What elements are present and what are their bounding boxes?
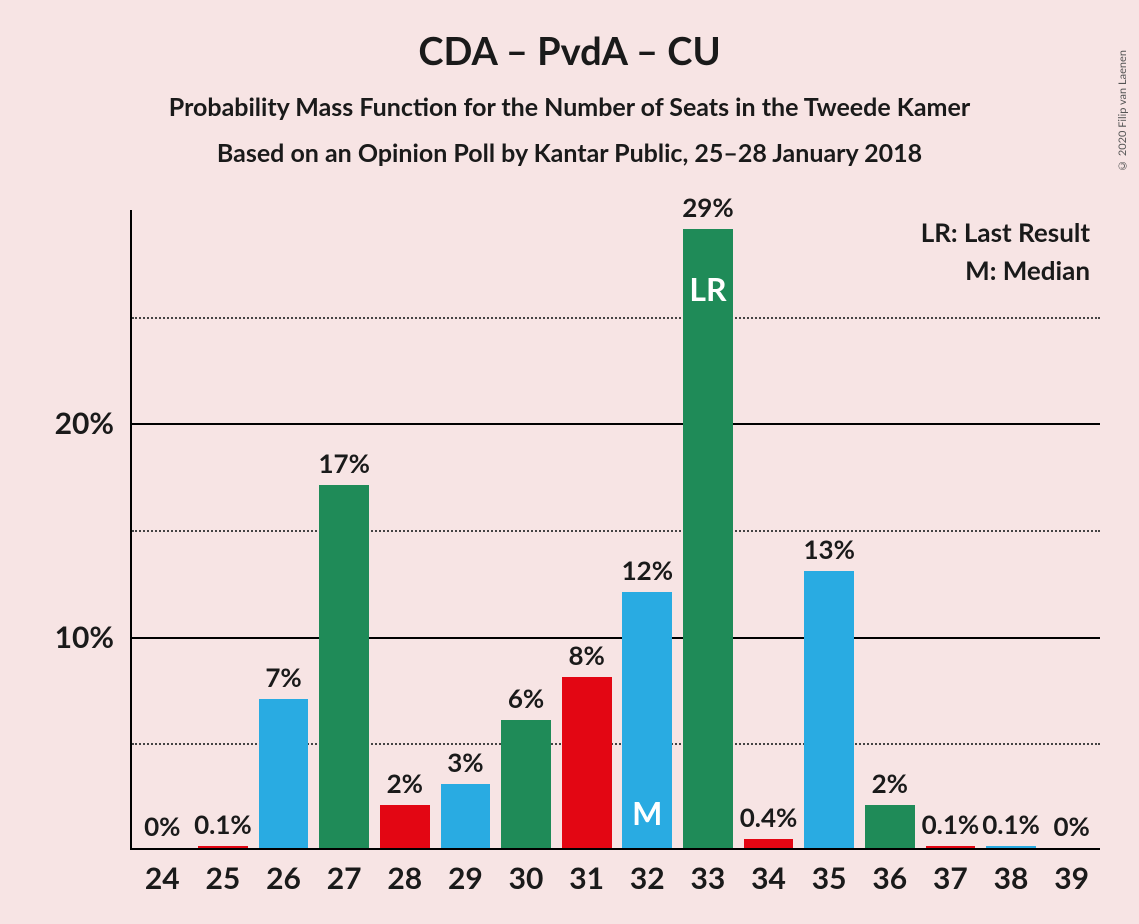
bar-chart: 10%20%0%240.1%257%2617%272%283%296%308%3… xyxy=(130,210,1100,850)
bar-value-label: 8% xyxy=(568,639,604,671)
x-tick-label: 26 xyxy=(266,860,301,896)
gridline-major xyxy=(132,423,1100,425)
bar-value-label: 0.4% xyxy=(740,801,798,833)
bar-value-label: 2% xyxy=(387,767,423,799)
chart-title: CDA – PvdA – CU xyxy=(0,0,1139,74)
bar-value-label: 17% xyxy=(318,447,369,479)
x-tick-label: 38 xyxy=(994,860,1029,896)
bar: 6% xyxy=(501,720,551,848)
gridline-minor xyxy=(132,317,1100,319)
bar: 29%LR xyxy=(683,229,733,848)
x-tick-label: 28 xyxy=(387,860,422,896)
copyright-text: © 2020 Filip van Laenen xyxy=(1116,50,1129,172)
bar: 12%M xyxy=(622,592,672,848)
bar: 0.1% xyxy=(986,846,1036,848)
bar-value-label: 0.1% xyxy=(922,808,980,840)
bar-value-label: 0.1% xyxy=(194,808,252,840)
bar-flag: M xyxy=(632,793,662,832)
bar: 8% xyxy=(562,677,612,848)
bar: 0.4% xyxy=(744,839,794,848)
x-tick-label: 25 xyxy=(206,860,241,896)
x-tick-label: 34 xyxy=(751,860,786,896)
bar-value-label: 6% xyxy=(508,682,544,714)
x-tick-label: 37 xyxy=(933,860,968,896)
chart-subtitle-2: Based on an Opinion Poll by Kantar Publi… xyxy=(0,138,1139,168)
bar: 7% xyxy=(259,699,309,848)
legend: LR: Last Result M: Median xyxy=(921,216,1090,292)
bar: 13% xyxy=(804,571,854,848)
x-tick-label: 36 xyxy=(872,860,907,896)
bar-flag: LR xyxy=(689,269,726,308)
bar: 3% xyxy=(441,784,491,848)
bar-value-label: 0% xyxy=(144,810,180,842)
plot-area: 10%20%0%240.1%257%2617%272%283%296%308%3… xyxy=(130,210,1100,850)
chart-subtitle-1: Probability Mass Function for the Number… xyxy=(0,92,1139,122)
x-tick-label: 39 xyxy=(1054,860,1089,896)
bar-value-label: 29% xyxy=(682,191,733,223)
x-tick-label: 31 xyxy=(569,860,604,896)
bar-value-label: 13% xyxy=(803,533,854,565)
bar: 0.1% xyxy=(926,846,976,848)
x-tick-label: 29 xyxy=(448,860,483,896)
legend-lr: LR: Last Result xyxy=(921,216,1090,248)
x-tick-label: 35 xyxy=(812,860,847,896)
bar-value-label: 7% xyxy=(265,661,301,693)
y-tick-label: 20% xyxy=(55,405,114,441)
x-tick-label: 32 xyxy=(630,860,665,896)
bar-value-label: 3% xyxy=(447,746,483,778)
bar: 2% xyxy=(380,805,430,848)
x-tick-label: 27 xyxy=(327,860,362,896)
bar-value-label: 0% xyxy=(1053,810,1089,842)
gridline-minor xyxy=(132,530,1100,532)
x-tick-label: 33 xyxy=(691,860,726,896)
bar-value-label: 0.1% xyxy=(982,808,1040,840)
bar: 17% xyxy=(319,485,369,848)
bar: 0.1% xyxy=(198,846,248,848)
bar-value-label: 12% xyxy=(622,554,673,586)
x-tick-label: 30 xyxy=(509,860,544,896)
bar: 2% xyxy=(865,805,915,848)
legend-m: M: Median xyxy=(921,254,1090,286)
bar-value-label: 2% xyxy=(872,767,908,799)
gridline-major xyxy=(132,637,1100,639)
y-tick-label: 10% xyxy=(55,619,114,655)
x-tick-label: 24 xyxy=(145,860,180,896)
